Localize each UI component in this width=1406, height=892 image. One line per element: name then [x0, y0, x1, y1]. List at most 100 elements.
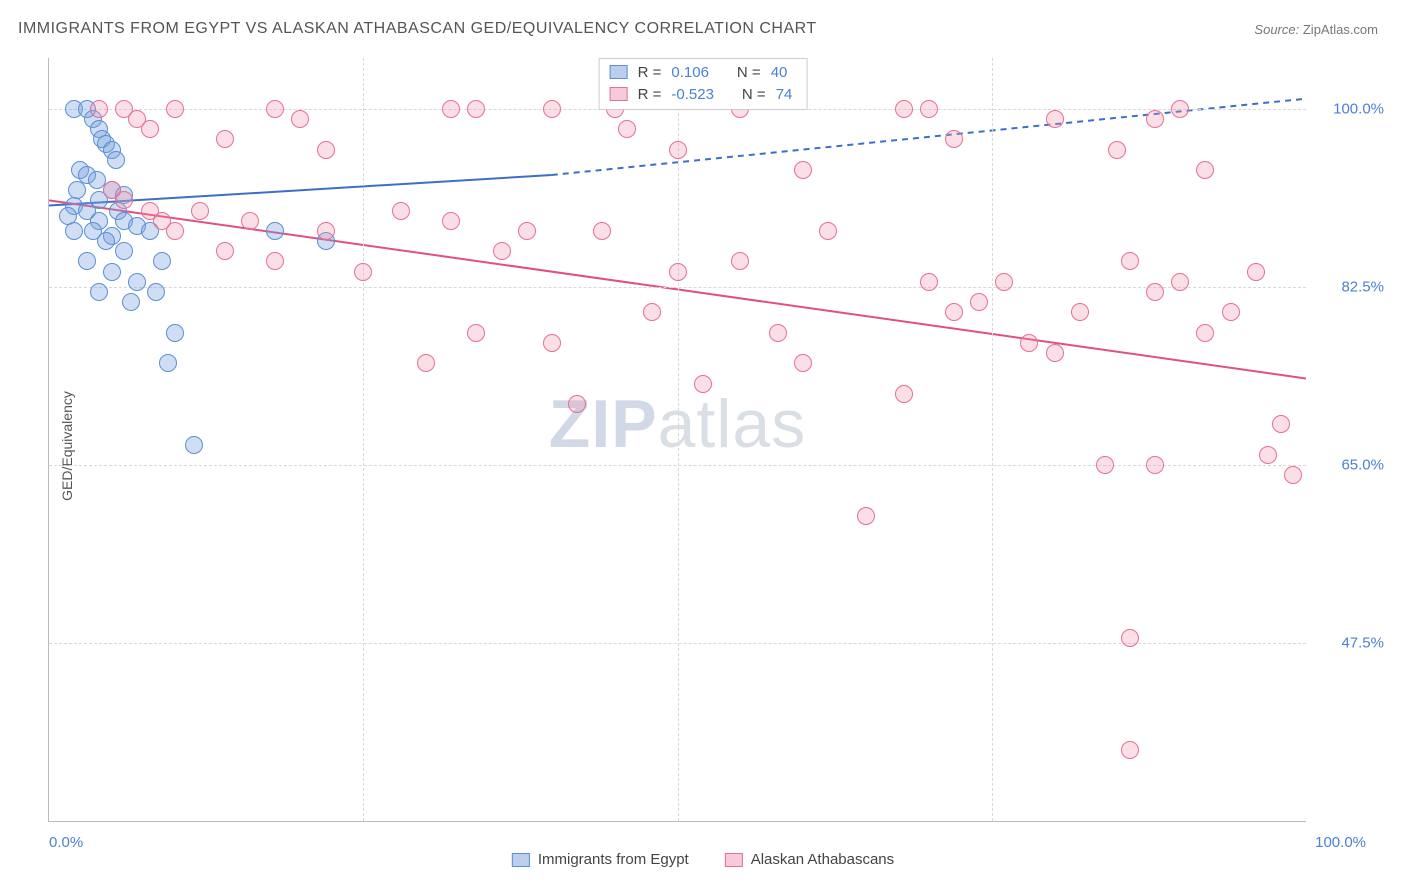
scatter-point [731, 252, 749, 270]
scatter-point [115, 242, 133, 260]
scatter-point [1046, 110, 1064, 128]
scatter-point [1272, 415, 1290, 433]
scatter-point [1196, 324, 1214, 342]
scatter-point [1247, 263, 1265, 281]
legend-swatch-pink [610, 87, 628, 101]
scatter-point [354, 263, 372, 281]
scatter-point [417, 354, 435, 372]
scatter-point [442, 212, 460, 230]
scatter-point [1020, 334, 1038, 352]
scatter-point [166, 324, 184, 342]
legend-pink-r: -0.523 [671, 86, 714, 103]
scatter-point [518, 222, 536, 240]
scatter-point [185, 436, 203, 454]
scatter-point [107, 151, 125, 169]
scatter-point [568, 395, 586, 413]
scatter-point [543, 100, 561, 118]
scatter-point [392, 202, 410, 220]
chart-container: IMMIGRANTS FROM EGYPT VS ALASKAN ATHABAS… [0, 0, 1406, 892]
scatter-point [1171, 273, 1189, 291]
scatter-point [266, 222, 284, 240]
legend-row-pink: R = -0.523 N = 74 [610, 83, 793, 105]
scatter-point [1121, 629, 1139, 647]
scatter-point [819, 222, 837, 240]
y-tick-label: 65.0% [1314, 456, 1384, 473]
scatter-point [694, 375, 712, 393]
chart-title: IMMIGRANTS FROM EGYPT VS ALASKAN ATHABAS… [18, 20, 817, 38]
legend-series: Immigrants from Egypt Alaskan Athabascan… [512, 851, 894, 868]
scatter-point [1259, 446, 1277, 464]
legend-row-blue: R = 0.106 N = 40 [610, 61, 793, 83]
x-tick-label: 0.0% [49, 834, 83, 851]
legend-item-egypt: Immigrants from Egypt [512, 851, 689, 868]
scatter-point [618, 120, 636, 138]
scatter-point [147, 283, 165, 301]
scatter-point [1146, 110, 1164, 128]
scatter-point [266, 252, 284, 270]
source-label: Source: [1254, 22, 1299, 37]
scatter-point [115, 191, 133, 209]
scatter-point [291, 110, 309, 128]
legend-r-label: R = [638, 64, 662, 81]
scatter-point [895, 385, 913, 403]
legend-swatch-blue [512, 853, 530, 867]
legend-n-label: N = [737, 64, 761, 81]
scatter-point [317, 222, 335, 240]
scatter-point [442, 100, 460, 118]
scatter-point [166, 100, 184, 118]
scatter-point [128, 273, 146, 291]
scatter-point [1096, 456, 1114, 474]
scatter-point [643, 303, 661, 321]
scatter-point [493, 242, 511, 260]
scatter-point [1171, 100, 1189, 118]
scatter-point [1108, 141, 1126, 159]
y-tick-label: 82.5% [1314, 278, 1384, 295]
scatter-point [945, 303, 963, 321]
legend-blue-r: 0.106 [671, 64, 709, 81]
scatter-point [241, 212, 259, 230]
legend-swatch-pink [725, 853, 743, 867]
plot-area: ZIPatlas 47.5%65.0%82.5%100.0%0.0%100.0% [48, 58, 1306, 822]
source-attribution: Source: ZipAtlas.com [1254, 22, 1378, 37]
scatter-point [669, 263, 687, 281]
scatter-point [945, 130, 963, 148]
scatter-point [543, 334, 561, 352]
scatter-point [794, 161, 812, 179]
scatter-point [266, 100, 284, 118]
y-tick-label: 100.0% [1314, 100, 1384, 117]
legend-blue-n: 40 [771, 64, 788, 81]
scatter-point [1121, 252, 1139, 270]
scatter-point [216, 130, 234, 148]
scatter-point [970, 293, 988, 311]
gridline-v [363, 58, 364, 821]
scatter-point [1222, 303, 1240, 321]
legend-swatch-blue [610, 65, 628, 79]
scatter-point [65, 222, 83, 240]
scatter-point [191, 202, 209, 220]
scatter-point [467, 324, 485, 342]
x-tick-label: 100.0% [1315, 834, 1366, 851]
watermark-zip: ZIP [549, 386, 658, 462]
scatter-point [1071, 303, 1089, 321]
scatter-point [920, 273, 938, 291]
legend-r-label: R = [638, 86, 662, 103]
legend-label-egypt: Immigrants from Egypt [538, 851, 689, 868]
watermark-atlas: atlas [658, 386, 807, 462]
scatter-point [1284, 466, 1302, 484]
scatter-point [1046, 344, 1064, 362]
scatter-point [166, 222, 184, 240]
legend-correlation: R = 0.106 N = 40 R = -0.523 N = 74 [599, 58, 808, 110]
scatter-point [78, 252, 96, 270]
y-tick-label: 47.5% [1314, 634, 1384, 651]
scatter-point [317, 141, 335, 159]
scatter-point [857, 507, 875, 525]
scatter-point [769, 324, 787, 342]
gridline-v [678, 58, 679, 821]
scatter-point [1146, 283, 1164, 301]
gridline-v [992, 58, 993, 821]
legend-n-label: N = [742, 86, 766, 103]
scatter-point [153, 252, 171, 270]
scatter-point [895, 100, 913, 118]
scatter-point [216, 242, 234, 260]
scatter-point [97, 232, 115, 250]
